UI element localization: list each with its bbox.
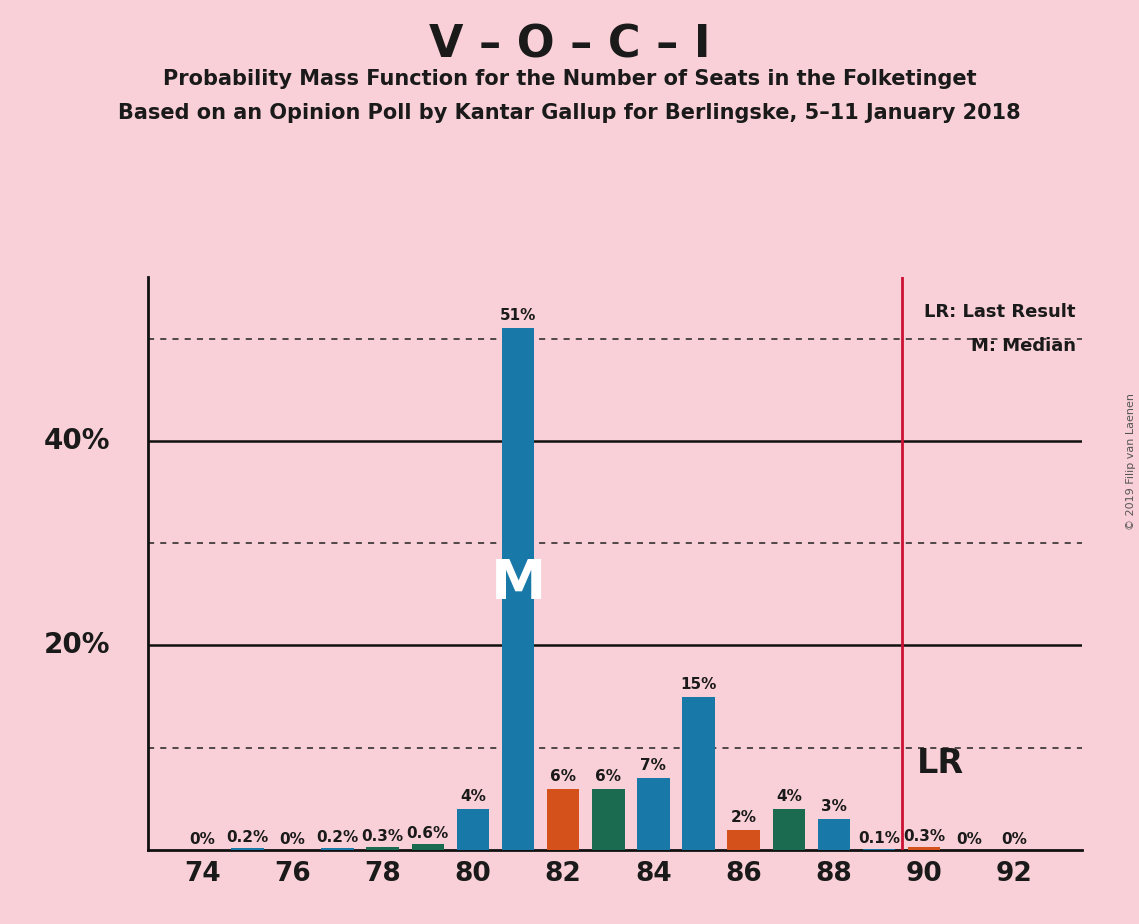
Bar xyxy=(818,820,850,850)
Bar xyxy=(728,830,760,850)
Text: Based on an Opinion Poll by Kantar Gallup for Berlingske, 5–11 January 2018: Based on an Opinion Poll by Kantar Gallu… xyxy=(118,103,1021,124)
Bar xyxy=(411,844,444,850)
Bar xyxy=(592,789,624,850)
Text: 4%: 4% xyxy=(460,789,486,804)
Text: © 2019 Filip van Laenen: © 2019 Filip van Laenen xyxy=(1125,394,1136,530)
Text: LR: LR xyxy=(917,747,965,780)
Text: 3%: 3% xyxy=(821,799,846,814)
Text: M: M xyxy=(491,557,546,611)
Text: 6%: 6% xyxy=(596,769,621,784)
Text: 0.6%: 0.6% xyxy=(407,826,449,841)
Text: Probability Mass Function for the Number of Seats in the Folketinget: Probability Mass Function for the Number… xyxy=(163,69,976,90)
Text: 15%: 15% xyxy=(680,676,716,691)
Bar xyxy=(772,809,805,850)
Text: 40%: 40% xyxy=(44,427,110,455)
Text: 0.2%: 0.2% xyxy=(317,830,359,845)
Text: 2%: 2% xyxy=(730,809,756,824)
Text: V – O – C – I: V – O – C – I xyxy=(428,23,711,67)
Text: 0.1%: 0.1% xyxy=(858,831,900,846)
Text: 20%: 20% xyxy=(44,631,110,660)
Bar xyxy=(637,778,670,850)
Text: LR: Last Result: LR: Last Result xyxy=(924,303,1075,321)
Bar xyxy=(321,848,354,850)
Text: 0%: 0% xyxy=(279,832,305,847)
Text: 0.3%: 0.3% xyxy=(361,829,403,844)
Bar xyxy=(682,697,715,850)
Text: 0.3%: 0.3% xyxy=(903,829,945,844)
Text: 51%: 51% xyxy=(500,309,536,323)
Text: 0%: 0% xyxy=(957,832,982,847)
Bar xyxy=(862,849,895,850)
Text: M: Median: M: Median xyxy=(970,337,1075,356)
Bar xyxy=(502,328,534,850)
Text: 6%: 6% xyxy=(550,769,576,784)
Bar xyxy=(908,847,941,850)
Text: 0.2%: 0.2% xyxy=(227,830,269,845)
Text: 0%: 0% xyxy=(1001,832,1027,847)
Bar xyxy=(367,847,399,850)
Text: 4%: 4% xyxy=(776,789,802,804)
Bar xyxy=(457,809,489,850)
Text: 0%: 0% xyxy=(189,832,215,847)
Bar xyxy=(231,848,263,850)
Text: 7%: 7% xyxy=(640,759,666,773)
Bar xyxy=(547,789,580,850)
